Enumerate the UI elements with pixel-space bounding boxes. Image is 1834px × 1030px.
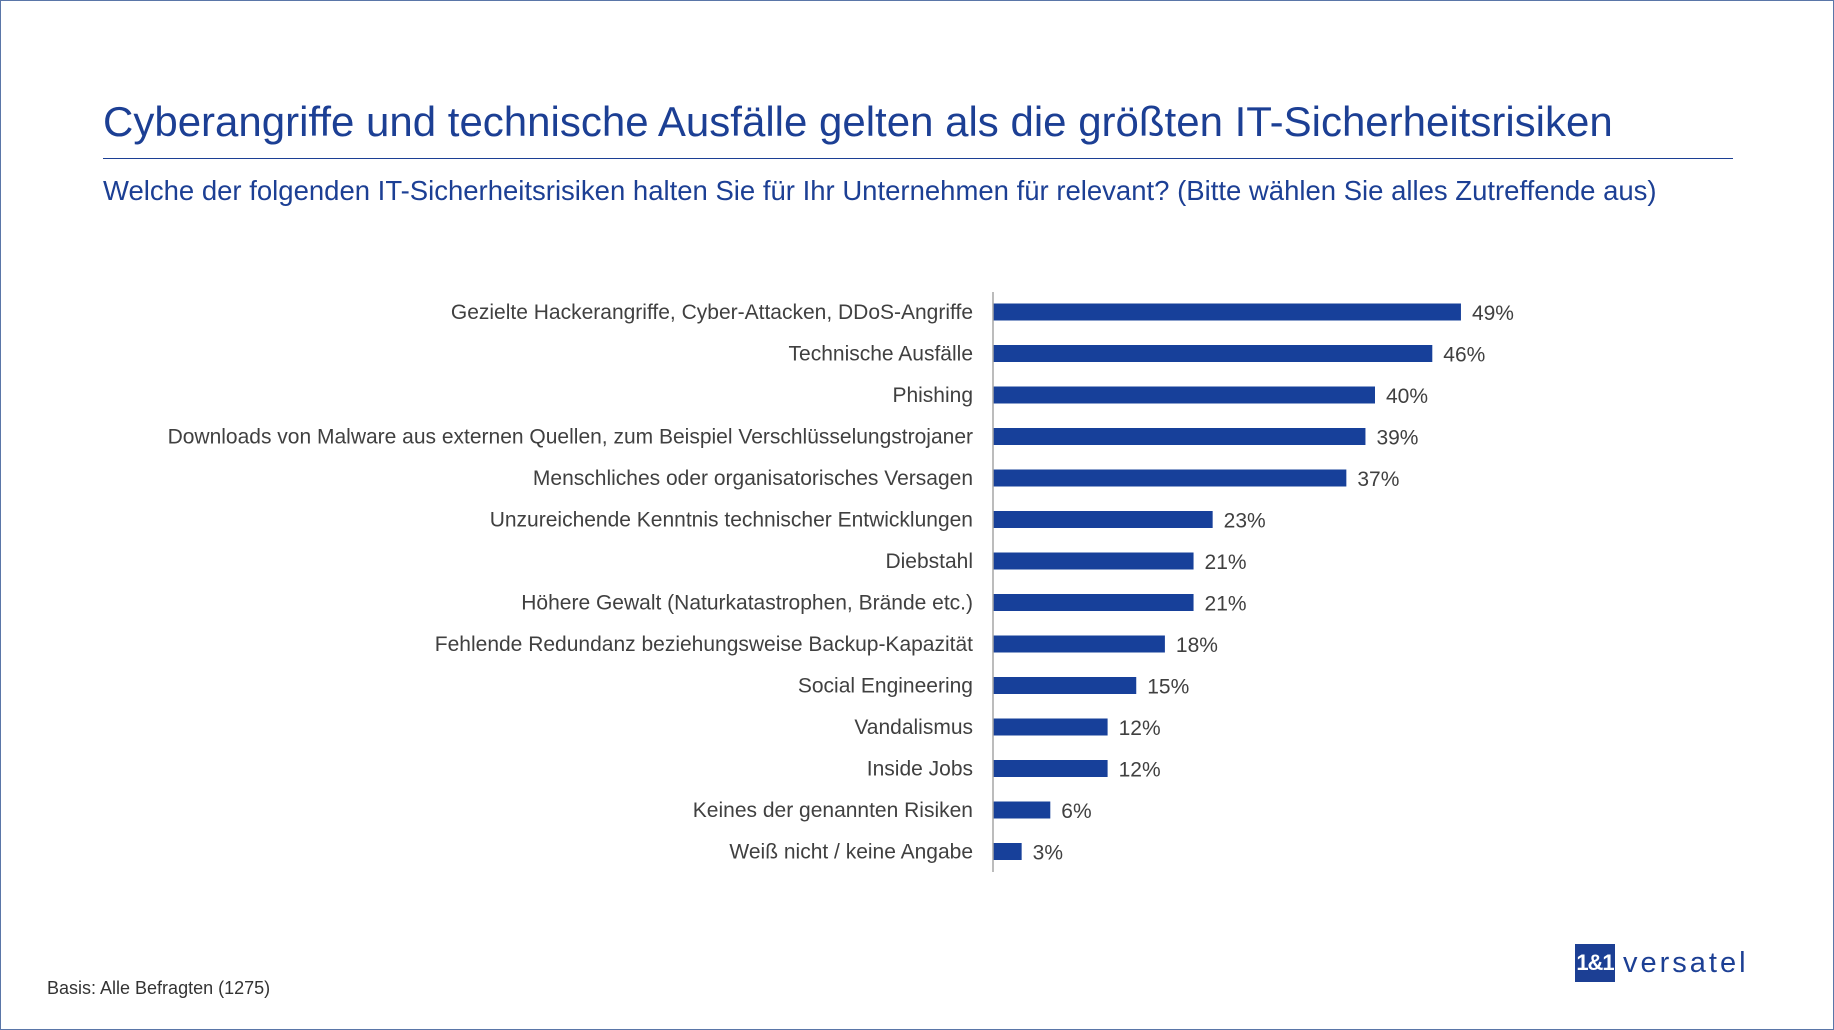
data-label: 21% bbox=[1205, 551, 1247, 574]
category-label: Menschliches oder organisatorisches Vers… bbox=[533, 467, 973, 490]
category-label: Unzureichende Kenntnis technischer Entwi… bbox=[490, 509, 973, 532]
data-label: 12% bbox=[1119, 717, 1161, 740]
category-label: Inside Jobs bbox=[867, 758, 973, 781]
bar bbox=[993, 552, 1194, 570]
data-label: 6% bbox=[1061, 800, 1091, 823]
bar bbox=[993, 760, 1108, 777]
bar bbox=[993, 635, 1165, 653]
data-label: 23% bbox=[1224, 510, 1266, 533]
logo-mark: 1&1 bbox=[1575, 944, 1615, 982]
bar bbox=[993, 511, 1213, 528]
category-label: Keines der genannten Risiken bbox=[693, 799, 973, 822]
bar bbox=[993, 801, 1051, 819]
logo-word: versatel bbox=[1623, 946, 1749, 979]
bar bbox=[993, 718, 1108, 736]
category-label: Phishing bbox=[892, 384, 973, 407]
data-label: 3% bbox=[1033, 842, 1063, 865]
category-label: Social Engineering bbox=[798, 675, 973, 698]
bar bbox=[993, 428, 1366, 445]
data-label: 40% bbox=[1386, 385, 1428, 408]
data-label: 37% bbox=[1357, 468, 1399, 491]
category-label: Technische Ausfälle bbox=[789, 343, 973, 366]
data-label: 12% bbox=[1119, 759, 1161, 782]
data-label: 21% bbox=[1205, 593, 1247, 616]
data-label: 18% bbox=[1176, 634, 1218, 657]
category-label: Vandalismus bbox=[854, 716, 973, 739]
versatel-logo: 1&1 versatel bbox=[1575, 944, 1749, 982]
data-label: 15% bbox=[1147, 676, 1189, 699]
chart-title: Cyberangriffe und technische Ausfälle ge… bbox=[103, 98, 1613, 145]
bar bbox=[993, 303, 1461, 321]
bar bbox=[993, 594, 1194, 611]
chart-subtitle: Welche der folgenden IT-Sicherheitsrisik… bbox=[103, 175, 1657, 206]
bar bbox=[993, 677, 1137, 694]
category-label: Weiß nicht / keine Angabe bbox=[729, 841, 973, 864]
category-label: Gezielte Hackerangriffe, Cyber-Attacken,… bbox=[451, 301, 973, 324]
category-label: Höhere Gewalt (Naturkatastrophen, Brände… bbox=[521, 592, 973, 615]
category-label: Fehlende Redundanz beziehungsweise Backu… bbox=[435, 633, 973, 656]
category-label: Downloads von Malware aus externen Quell… bbox=[168, 426, 973, 449]
bar bbox=[993, 469, 1347, 487]
bar bbox=[993, 386, 1375, 404]
bar bbox=[993, 843, 1022, 860]
data-label: 49% bbox=[1472, 302, 1514, 325]
data-label: 46% bbox=[1443, 344, 1485, 367]
category-label: Diebstahl bbox=[885, 550, 973, 573]
footnote: Basis: Alle Befragten (1275) bbox=[47, 978, 271, 998]
title-divider bbox=[103, 158, 1733, 159]
bar bbox=[993, 345, 1433, 362]
data-label: 39% bbox=[1376, 427, 1418, 450]
